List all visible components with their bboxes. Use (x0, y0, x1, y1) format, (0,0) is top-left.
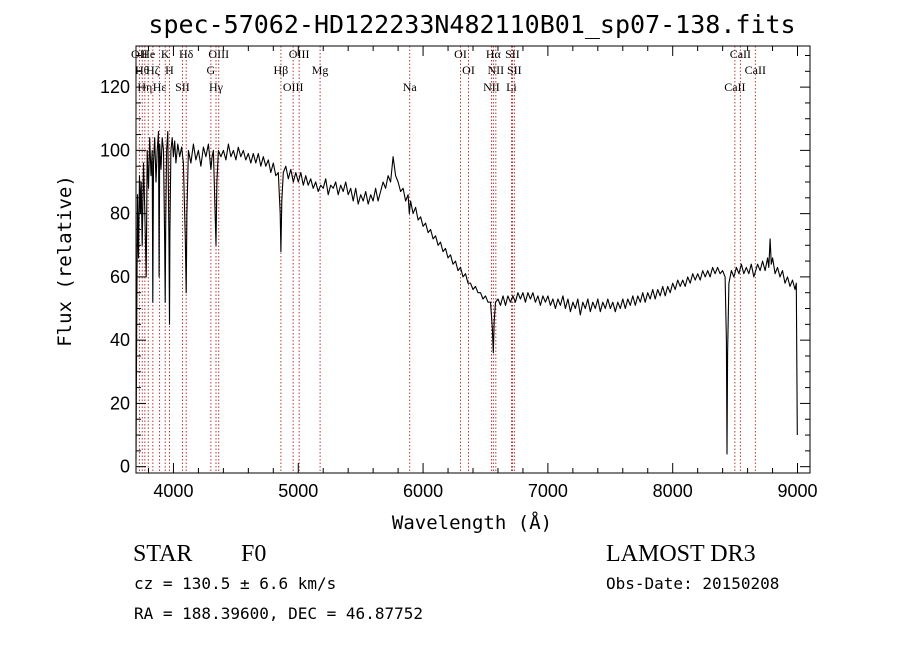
line-label-na: Na (403, 80, 418, 94)
y-tick-label: 40 (110, 330, 130, 350)
line-label-oi: OI (462, 63, 475, 77)
y-tick-label: 0 (120, 457, 130, 477)
plot-frame (135, 45, 811, 474)
coordinates-text: RA = 188.39600, DEC = 46.87752 (134, 604, 423, 623)
line-label-li: Li (506, 80, 517, 94)
line-label-hδ: Hδ (179, 47, 194, 61)
line-label-sii: SII (175, 80, 190, 94)
line-label-oi: OI (454, 47, 467, 61)
emission-line-labels: OIIHθHηHeHζHεKHSIIHδGHγOIIIHβOIIIOIIIMgN… (131, 47, 766, 94)
x-tick-label: 5000 (278, 481, 318, 501)
line-label-sii: SII (507, 63, 522, 77)
x-tick-label: 9000 (777, 481, 817, 501)
y-tick-label: 120 (100, 77, 130, 97)
line-label-g: G (207, 63, 216, 77)
object-class: STAR (133, 541, 192, 567)
line-label-h: H (165, 63, 174, 77)
y-tick-label: 20 (110, 393, 130, 413)
line-label-hθ: Hθ (135, 63, 150, 77)
object-subclass: F0 (241, 541, 266, 567)
x-tick-label: 6000 (403, 481, 443, 501)
line-label-sii: SII (505, 47, 520, 61)
x-axis-label: Wavelength (Å) (392, 511, 552, 534)
line-label-hβ: Hβ (274, 63, 289, 77)
x-tick-label: 7000 (528, 481, 568, 501)
y-axis-ticks: 0 20 40 60 80 100 120 (100, 54, 810, 477)
line-label-hζ: Hζ (146, 63, 160, 77)
line-label-mg: Mg (312, 63, 329, 77)
x-tick-label: 4000 (153, 481, 193, 501)
line-label-oiii: OIII (289, 47, 310, 61)
emission-line-markers (138, 46, 756, 473)
plot-axes: 4000 5000 6000 7000 8000 9000 0 20 40 60 80 100 120 (100, 45, 818, 501)
survey-name: LAMOST DR3 (606, 541, 756, 567)
line-label-oiii: OIII (208, 47, 229, 61)
line-label-nii: NII (488, 63, 505, 77)
spectrum-series-line (135, 130, 798, 461)
obs-date-text: Obs-Date: 20150208 (606, 574, 779, 593)
line-label-caii: CaII (730, 47, 751, 61)
line-label-k: K (161, 47, 170, 61)
line-label-oii: OII (131, 47, 148, 61)
chart-title: spec-57062-HD122233N482110B01_sp07-138.f… (148, 10, 795, 39)
y-tick-label: 80 (110, 204, 130, 224)
redshift-text: cz = 130.5 ± 6.6 km/s (134, 574, 336, 593)
line-label-caii: CaII (745, 63, 766, 77)
x-axis-ticks: 4000 5000 6000 7000 8000 9000 (147, 46, 818, 501)
line-label-nii: NII (483, 80, 500, 94)
y-axis-label: Flux (relative) (54, 175, 76, 347)
line-label-he: He (141, 47, 155, 61)
line-label-caii: CaII (724, 80, 745, 94)
line-label-hε: Hε (153, 80, 167, 94)
y-tick-label: 100 (100, 140, 130, 160)
line-label-oiii: OIII (283, 80, 304, 94)
line-label-hγ: Hγ (209, 80, 224, 94)
line-label-hα: Hα (486, 47, 502, 61)
y-tick-label: 60 (110, 267, 130, 287)
x-tick-label: 8000 (653, 481, 693, 501)
